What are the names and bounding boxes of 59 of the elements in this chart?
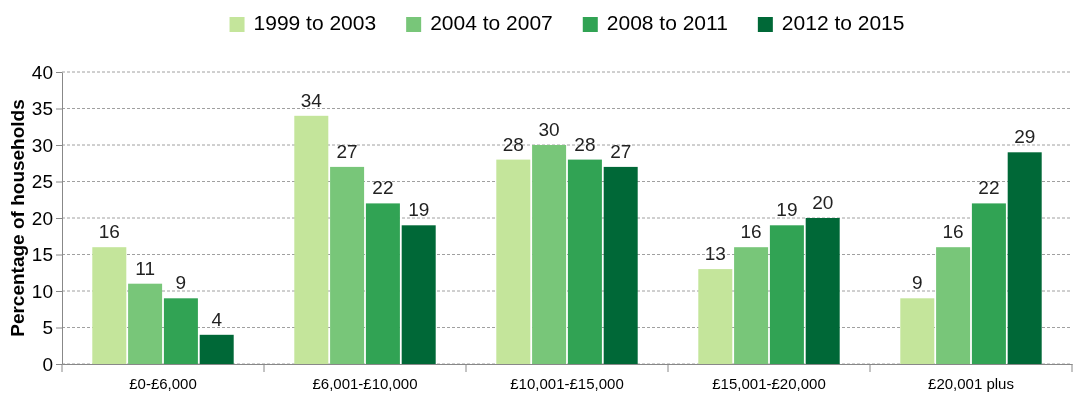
data-label: 27 — [336, 140, 358, 162]
y-tick-label: 0 — [42, 353, 53, 375]
y-tick-label: 40 — [31, 61, 53, 83]
bar — [734, 247, 769, 364]
y-tick-label: 5 — [42, 317, 53, 339]
data-label: 16 — [740, 221, 762, 243]
x-tick-label: £10,001-£15,000 — [510, 374, 624, 392]
data-label: 34 — [300, 89, 323, 111]
bar — [900, 298, 935, 364]
bar — [199, 334, 234, 364]
data-label: 11 — [135, 257, 155, 279]
data-label: 29 — [1014, 126, 1036, 148]
x-tick-label: £20,001 plus — [928, 374, 1014, 392]
bar — [92, 247, 127, 364]
data-label: 20 — [812, 192, 834, 213]
bar — [294, 115, 329, 364]
legend-label: 2012 to 2015 — [781, 11, 905, 34]
data-label: 30 — [538, 119, 560, 140]
data-label: 19 — [776, 199, 798, 221]
data-label: 22 — [372, 177, 394, 199]
y-tick-label: 15 — [31, 244, 53, 266]
bar — [805, 218, 840, 364]
x-tick-label: £15,001-£20,000 — [712, 374, 826, 392]
data-label: 4 — [211, 308, 223, 330]
data-label: 22 — [978, 177, 1000, 199]
bar — [1007, 152, 1042, 364]
data-label: 28 — [502, 133, 524, 155]
data-label: 28 — [574, 133, 596, 155]
bar — [401, 225, 436, 364]
y-tick-label: 25 — [31, 171, 53, 193]
bar — [496, 159, 531, 364]
x-tick-label: £0-£6,000 — [129, 374, 197, 392]
x-tick-label: £6,001-£10,000 — [312, 374, 418, 392]
bar — [163, 298, 198, 364]
y-tick-label: 10 — [31, 280, 53, 302]
y-axis-title: Percentage of households — [7, 99, 28, 337]
data-label: 27 — [610, 140, 632, 162]
bar — [698, 269, 733, 364]
data-label: 13 — [704, 243, 726, 265]
bar — [532, 145, 567, 364]
bar — [330, 166, 365, 364]
bar — [603, 166, 638, 364]
data-label: 19 — [408, 199, 430, 221]
y-tick-label: 35 — [31, 98, 53, 120]
y-tick-label: 20 — [31, 207, 53, 229]
bar — [936, 247, 971, 364]
data-label: 9 — [175, 272, 187, 294]
data-label: 9 — [912, 272, 923, 294]
legend-label: 2004 to 2007 — [430, 11, 553, 34]
bar — [128, 283, 163, 364]
legend-label: 2008 to 2011 — [606, 11, 728, 34]
bar — [971, 203, 1006, 364]
y-tick-label: 30 — [31, 134, 53, 156]
legend-label: 1999 to 2003 — [253, 11, 377, 34]
data-label: 16 — [942, 221, 964, 243]
bar — [567, 159, 602, 364]
data-label: 16 — [98, 221, 120, 243]
bar — [365, 203, 400, 364]
bar — [769, 225, 804, 364]
